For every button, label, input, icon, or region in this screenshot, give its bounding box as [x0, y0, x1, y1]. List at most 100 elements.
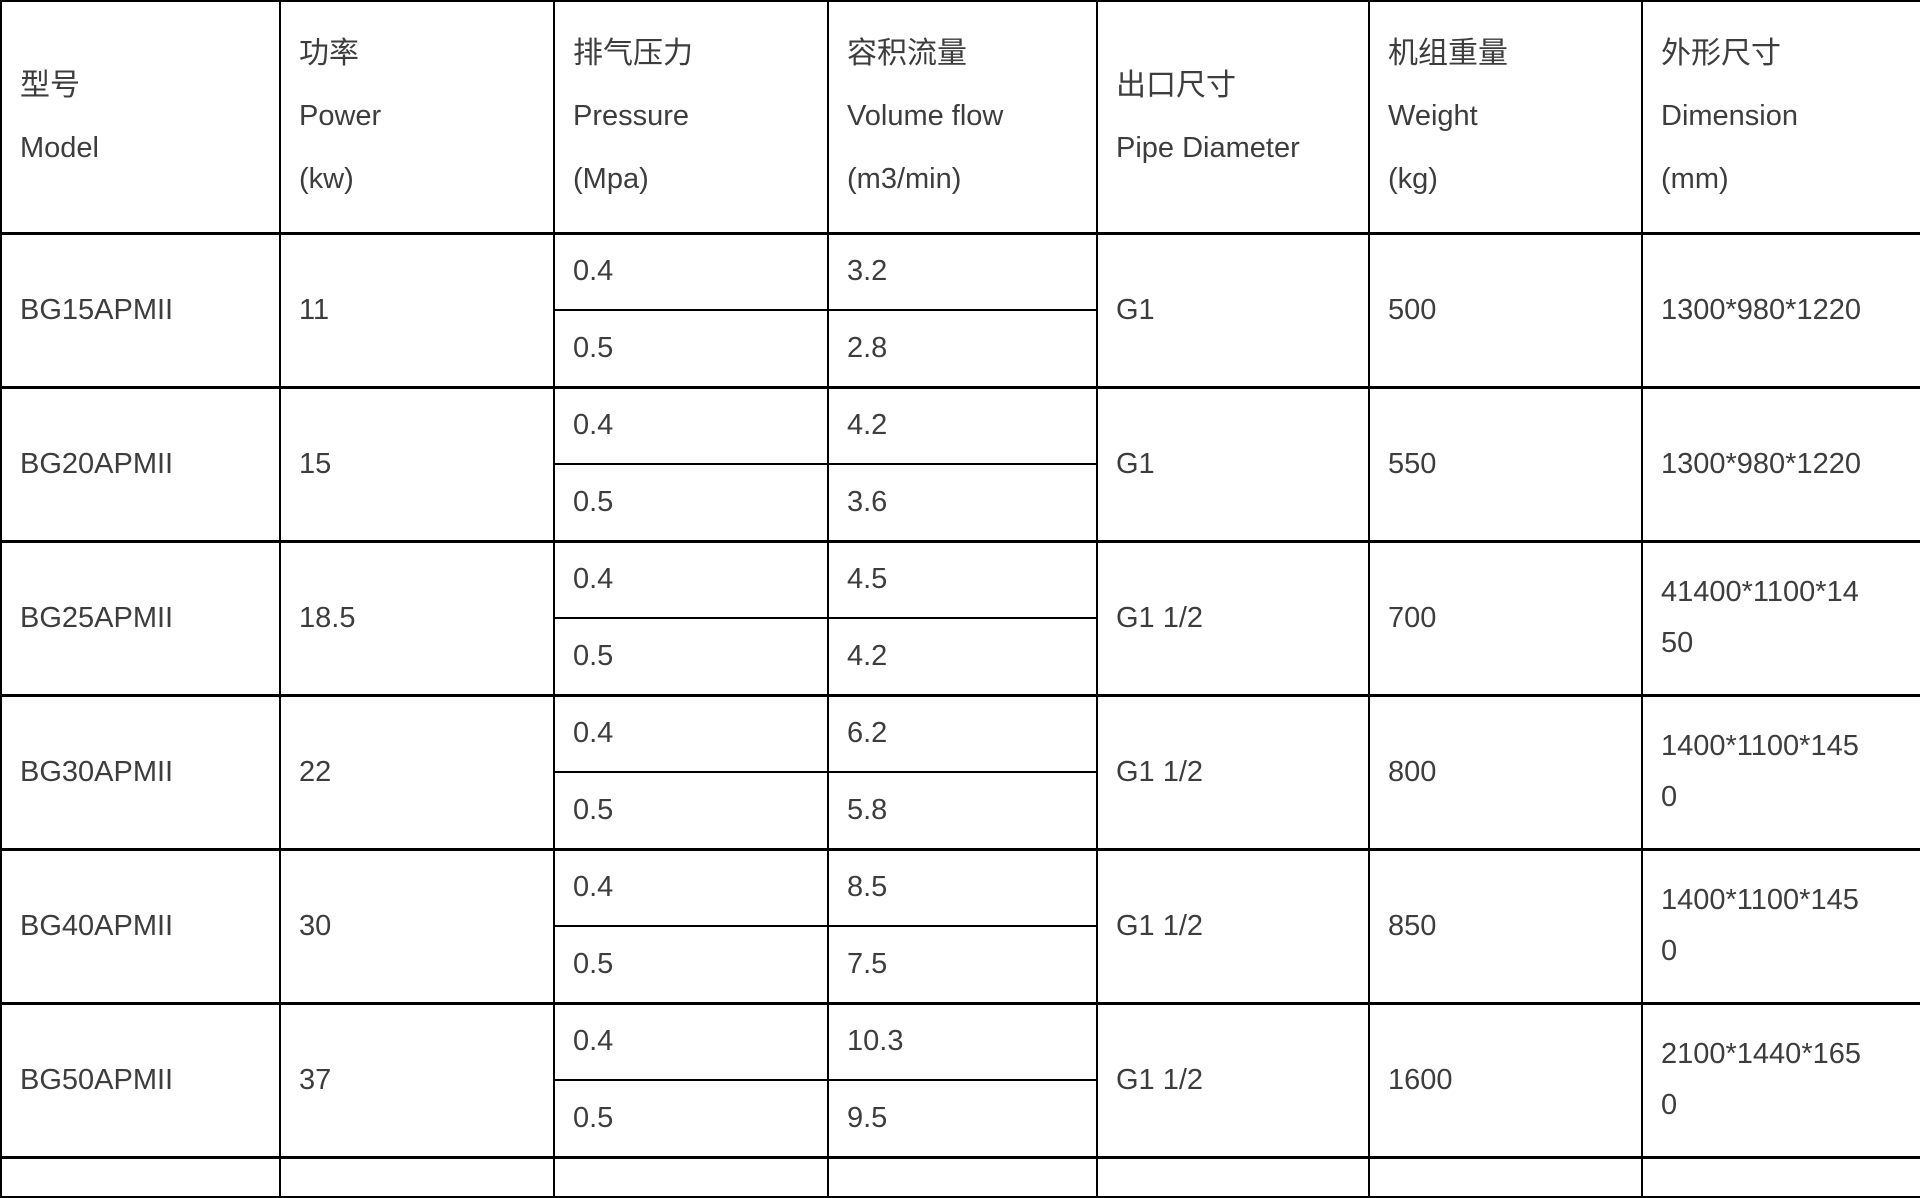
flow-cell-text: 8.5 [847, 871, 888, 904]
flow-cell: 2.8 [827, 309, 1098, 388]
model-cell-text: BG50APMII [20, 1063, 174, 1096]
model-cell: BG25APMII [0, 539, 281, 696]
weight-cell: 500 [1368, 231, 1643, 388]
weight-cell: 1600 [1368, 1001, 1643, 1158]
header-weight-zh: 机组重量 [1388, 37, 1508, 71]
flow-cell-text: 4.5 [847, 563, 888, 596]
weight-cell-text: 550 [1388, 447, 1437, 480]
pipe-cell: G1 1/2 [1096, 539, 1370, 696]
header-pipe-diameter-zh: 出口尺寸 [1116, 68, 1236, 102]
flow-cell: 10.3 [827, 1001, 1098, 1081]
table-row: BG40APMII 30 0.4 8.5 G1 1/2 850 1400*1100*1450 [0, 847, 1920, 1004]
empty-cell [0, 1155, 281, 1198]
dimension-cell-text: 41400*1100*1450 [1661, 576, 1859, 659]
header-cell-volume-flow: 容积流量 Volume flow (m3/min) [827, 0, 1098, 235]
pressure-cell: 0.4 [553, 1001, 829, 1081]
pipe-cell: G1 1/2 [1096, 1001, 1370, 1158]
model-cell: BG20APMII [0, 385, 281, 542]
table-body: BG15APMII 11 0.4 3.2 G1 500 1300*980*1220 0.5 2.… [0, 231, 1920, 1198]
empty-cell [1096, 1155, 1370, 1198]
pressure-cell: 0.4 [553, 231, 829, 311]
dimension-cell-text: 1300*980*1220 [1661, 447, 1861, 480]
power-cell-text: 15 [299, 447, 332, 480]
flow-cell-text: 9.5 [847, 1101, 888, 1134]
pressure-cell: 0.4 [553, 693, 829, 773]
header-pressure-en: Pressure [573, 100, 690, 133]
header-dimension-en: Dimension [1661, 100, 1798, 133]
flow-cell-text: 6.2 [847, 717, 888, 750]
empty-cell [827, 1155, 1098, 1198]
flow-cell-text: 2.8 [847, 331, 888, 364]
pipe-cell: G1 1/2 [1096, 847, 1370, 1004]
table-subrow: 0.5 5.8 [1, 771, 1920, 850]
table-row: BG20APMII 15 0.4 4.2 G1 550 1300*980*1220 [0, 385, 1920, 542]
header-pressure-zh: 排气压力 [573, 37, 693, 71]
model-cell-text: BG25APMII [20, 601, 174, 634]
weight-cell-text: 1600 [1388, 1063, 1453, 1096]
weight-cell: 800 [1368, 693, 1643, 850]
flow-cell-text: 7.5 [847, 947, 888, 980]
power-cell-text: 11 [299, 293, 330, 326]
flow-cell-text: 10.3 [847, 1025, 904, 1058]
dimension-cell-text: 1400*1100*1450 [1661, 730, 1859, 813]
pressure-cell: 0.5 [553, 1079, 829, 1158]
dimension-cell: 1400*1100*1450 [1641, 847, 1920, 1004]
pipe-cell: G1 [1096, 231, 1370, 388]
pipe-cell: G1 1/2 [1096, 693, 1370, 850]
power-cell-text: 22 [299, 755, 332, 788]
header-model-zh: 型号 [20, 68, 80, 102]
model-cell-text: BG30APMII [20, 755, 174, 788]
pressure-cell: 0.5 [553, 771, 829, 850]
flow-cell-text: 4.2 [847, 409, 888, 442]
weight-cell-text: 800 [1388, 755, 1437, 788]
flow-cell: 5.8 [827, 771, 1098, 850]
pressure-cell-text: 0.4 [573, 409, 614, 442]
pressure-cell: 0.4 [553, 847, 829, 927]
power-cell: 11 [279, 231, 555, 388]
header-power-zh: 功率 [299, 37, 359, 71]
header-volume-flow-en: Volume flow [847, 100, 1004, 133]
pressure-cell-text: 0.5 [573, 1101, 614, 1134]
pressure-cell-text: 0.5 [573, 639, 614, 672]
header-dimension-zh: 外形尺寸 [1661, 37, 1781, 71]
flow-cell: 7.5 [827, 925, 1098, 1004]
header-dimension-unit: (mm) [1661, 163, 1729, 196]
model-cell-text: BG20APMII [20, 447, 174, 480]
header-cell-dimension: 外形尺寸 Dimension (mm) [1641, 0, 1920, 235]
header-cell-weight: 机组重量 Weight (kg) [1368, 0, 1643, 235]
flow-cell: 9.5 [827, 1079, 1098, 1158]
dimension-cell: 1400*1100*1450 [1641, 693, 1920, 850]
pressure-cell: 0.5 [553, 463, 829, 542]
pressure-cell-text: 0.4 [573, 871, 614, 904]
pressure-cell-text: 0.4 [573, 563, 614, 596]
power-cell-text: 30 [299, 909, 332, 942]
flow-cell: 6.2 [827, 693, 1098, 773]
power-cell: 37 [279, 1001, 555, 1158]
header-volume-flow-zh: 容积流量 [847, 37, 967, 71]
pressure-cell: 0.5 [553, 617, 829, 696]
header-cell-pressure: 排气压力 Pressure (Mpa) [553, 0, 829, 235]
dimension-cell: 41400*1100*1450 [1641, 539, 1920, 696]
header-weight-en: Weight [1388, 100, 1478, 133]
pressure-cell-text: 0.4 [573, 1025, 614, 1058]
weight-cell: 850 [1368, 847, 1643, 1004]
pressure-cell-text: 0.5 [573, 485, 614, 518]
table-row: BG30APMII 22 0.4 6.2 G1 1/2 800 1400*1100*1450 [0, 693, 1920, 850]
weight-cell: 550 [1368, 385, 1643, 542]
header-cell-model: 型号 Model [0, 0, 281, 235]
dimension-cell-text: 2100*1440*1650 [1661, 1038, 1861, 1121]
empty-cell [279, 1155, 555, 1198]
header-pressure-unit: (Mpa) [573, 163, 649, 196]
weight-cell-text: 700 [1388, 601, 1437, 634]
model-cell: BG40APMII [0, 847, 281, 1004]
dimension-cell-text: 1400*1100*1450 [1661, 884, 1859, 967]
dimension-cell: 2100*1440*1650 [1641, 1001, 1920, 1158]
flow-cell: 4.2 [827, 617, 1098, 696]
header-cell-power: 功率 Power (kw) [279, 0, 555, 235]
header-weight-unit: (kg) [1388, 163, 1438, 196]
model-cell: BG30APMII [0, 693, 281, 850]
weight-cell-text: 850 [1388, 909, 1437, 942]
dimension-cell-text: 1300*980*1220 [1661, 293, 1861, 326]
header-volume-flow-unit: (m3/min) [847, 163, 962, 196]
header-power-en: Power [299, 100, 382, 133]
